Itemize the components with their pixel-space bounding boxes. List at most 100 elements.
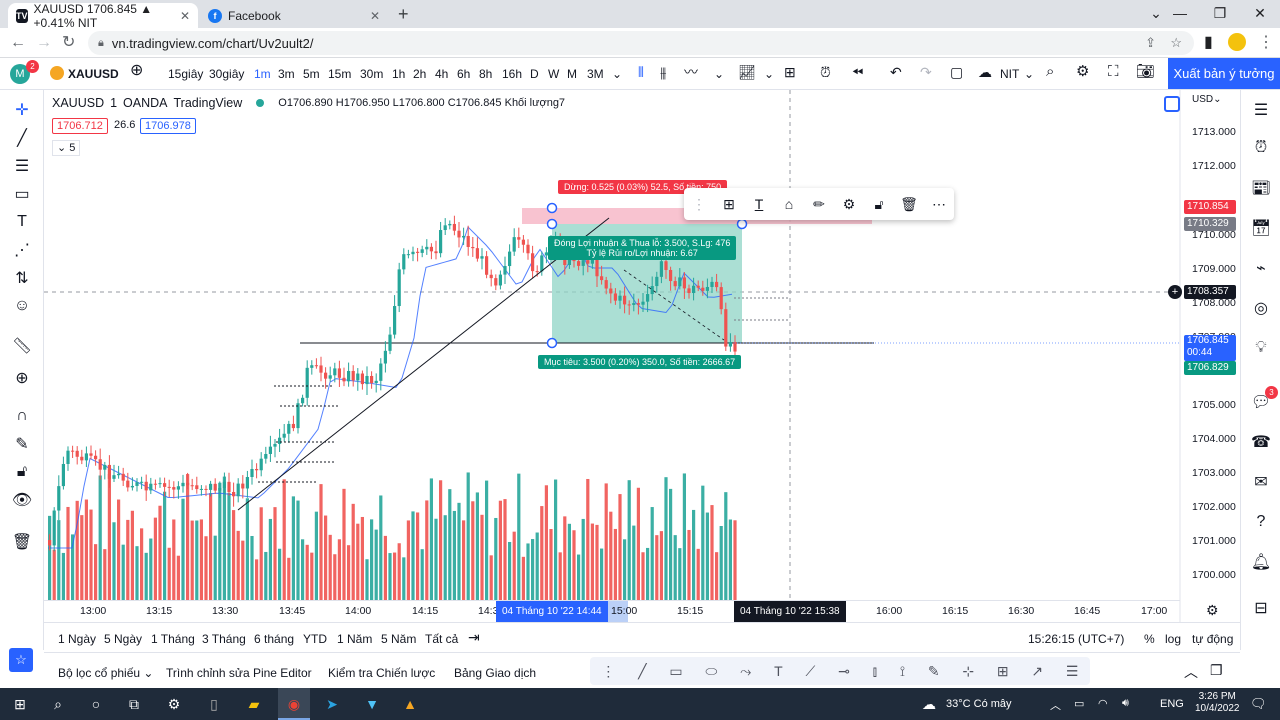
delete-icon[interactable]: 🗑︎ (900, 195, 918, 212)
publish-idea-button[interactable]: Xuất bản ý tưởng (1168, 58, 1280, 89)
interval-15s[interactable]: 15giây (168, 67, 204, 81)
text-tool-icon[interactable]: T (17, 213, 27, 230)
fullscreen-icon[interactable]: ⛶ (1108, 63, 1119, 80)
cloud-icon[interactable]: ☁︎ (978, 64, 992, 80)
brush-icon[interactable]: ✎ (927, 662, 940, 679)
interval-8h[interactable]: 8h (479, 67, 493, 81)
range-all[interactable]: Tất cả (425, 632, 459, 646)
profile-avatar[interactable] (1228, 33, 1246, 51)
streams-icon[interactable]: ☎︎ (1251, 434, 1271, 451)
target-icon[interactable]: ◎ (1254, 300, 1268, 317)
weather-text[interactable]: 33°C Có mây (946, 698, 1012, 710)
add-alert-plus-icon[interactable]: + (1168, 285, 1182, 299)
interval-m[interactable]: M (567, 67, 577, 81)
undo-icon[interactable]: ↶ (890, 64, 902, 80)
log-toggle[interactable]: log (1165, 632, 1182, 646)
compare-add-icon[interactable]: ⊕ (130, 62, 144, 79)
maximize-panel-icon[interactable]: ❐ (1210, 662, 1223, 678)
snapshot-camera-icon[interactable]: 📷︎ (1136, 63, 1156, 80)
interval-1h[interactable]: 1h (392, 67, 406, 81)
fib-icon[interactable]: ☰ (1065, 662, 1079, 679)
bid-price-box[interactable]: 1706.712 (52, 118, 108, 134)
settings-icon[interactable]: ⚙︎ (842, 195, 856, 212)
zoom-in-icon[interactable]: ⊕ (15, 370, 29, 387)
chart-style-dropdown-icon[interactable]: ⌄ (714, 67, 725, 81)
path-icon[interactable]: ⤳ (740, 662, 752, 679)
time-axis[interactable] (44, 600, 1180, 622)
close-tab-icon[interactable]: ✕ (369, 8, 380, 23)
date-range-icon[interactable]: ⟟ (899, 662, 906, 679)
cortana-icon[interactable]: ○ (91, 696, 101, 712)
lock-drawings-icon[interactable]: 🔓︎ (16, 463, 28, 480)
clock-timezone[interactable]: 15:26:15 (UTC+7) (1028, 632, 1125, 646)
tab-stock-screener[interactable]: Bộ lọc cổ phiếu ⌄ (58, 666, 153, 680)
chart-pane[interactable]: XAUUSD 1 OANDA TradingView O1706.890 H17… (44, 90, 1240, 622)
ideas-bulb-icon[interactable]: 💡︎ (1255, 339, 1267, 356)
telegram-icon[interactable]: ➤ (326, 695, 338, 712)
wifi-icon[interactable]: ◠ (1098, 698, 1108, 710)
percent-toggle[interactable]: % (1144, 632, 1155, 646)
magnet-icon[interactable]: ∩ (16, 407, 28, 424)
network-icon[interactable]: ▭ (1074, 698, 1085, 710)
volume-icon[interactable]: 🔊︎ (1122, 697, 1129, 709)
search-icon[interactable]: ⌕ (1046, 63, 1055, 80)
chat-icon[interactable]: 💬︎ (1250, 394, 1272, 411)
range-1y[interactable]: 1 Năm (337, 632, 373, 646)
interval-15m[interactable]: 15m (328, 67, 352, 81)
segment-icon[interactable]: ⟋ (805, 662, 816, 679)
windows-start-icon[interactable]: ⊞ (14, 695, 26, 712)
goto-date-icon[interactable]: ⇥ (468, 629, 480, 645)
range-1m[interactable]: 1 Tháng (151, 632, 195, 646)
bookmark-star-icon[interactable]: ☆ (1170, 35, 1182, 50)
prediction-icon[interactable]: ⇅ (15, 270, 29, 287)
alert-icon[interactable]: ⏰︎ (820, 64, 831, 80)
trendline-icon[interactable]: ╱ (17, 130, 27, 147)
emoji-icon[interactable]: ☺ (13, 297, 31, 314)
interval-d[interactable]: D (530, 67, 539, 81)
crosshair-icon[interactable]: ✛ (15, 102, 29, 119)
redo-icon[interactable]: ↷ (920, 64, 932, 80)
template-icon[interactable]: ⊞ (723, 195, 735, 212)
notification-center-icon[interactable]: 🗨︎ (1250, 696, 1267, 711)
table-icon[interactable]: ⊞ (996, 662, 1009, 679)
trend-icon[interactable]: ╱ (638, 662, 647, 679)
app-arrow-icon[interactable]: ▼ (365, 696, 379, 712)
indicators-icon[interactable]: 📈︎ (738, 64, 756, 80)
range-5d[interactable]: 5 Ngày (104, 632, 143, 646)
interval-30m[interactable]: 30m (360, 67, 384, 81)
chrome-taskbar-active[interactable] (278, 688, 310, 720)
text-icon[interactable]: T (774, 663, 783, 679)
layout-icon[interactable]: ▢ (950, 64, 964, 80)
rectangle-icon[interactable]: ▭ (14, 186, 30, 203)
chrome-icon[interactable]: ◉ (287, 695, 301, 712)
currency-selector[interactable]: USD⌄ (1192, 94, 1222, 105)
range-5y[interactable]: 5 Năm (381, 632, 417, 646)
symbol-search[interactable]: XAUUSD (68, 67, 119, 81)
hide-drawings-eye-icon[interactable]: 👁︎ (11, 492, 33, 509)
tab-trading-panel[interactable]: Bảng Giao dịch (454, 666, 537, 680)
mt-icon[interactable]: ▲ (403, 696, 417, 712)
legend-symbol[interactable]: XAUUSD (52, 96, 105, 110)
minimize-button[interactable]: — (1173, 5, 1187, 21)
measure-icon[interactable]: ⊹ (962, 662, 975, 679)
task-view-icon[interactable]: ⧉ (129, 695, 139, 712)
interval-6h[interactable]: 6h (457, 67, 471, 81)
alerts-clock-icon[interactable]: ⏰︎ (1254, 139, 1268, 156)
fib-retracement-icon[interactable]: ☰ (14, 158, 30, 175)
tab-strategy-tester[interactable]: Kiểm tra Chiến lược (328, 666, 436, 680)
search-icon[interactable]: ⌕ (54, 695, 62, 712)
stay-drawing-icon[interactable]: ✎ (15, 436, 29, 453)
interval-w[interactable]: W (548, 67, 560, 81)
layout-dropdown-icon[interactable]: ⌄ (1024, 67, 1035, 81)
tray-chevron-icon[interactable]: ︿ (1050, 700, 1061, 712)
layout-name[interactable]: NIT (1000, 67, 1020, 81)
rect-icon[interactable]: ▭ (669, 662, 683, 679)
text-color-icon[interactable]: T (754, 196, 764, 212)
app-icon[interactable]: ▯ (210, 695, 218, 712)
interval-2h[interactable]: 2h (413, 67, 427, 81)
tab-facebook[interactable]: f Facebook ✕ (200, 3, 388, 28)
more-icon[interactable]: ⋯ (932, 195, 946, 212)
auto-toggle[interactable]: tự động (1192, 632, 1234, 646)
fill-color-icon[interactable]: ⌂ (784, 196, 794, 212)
settings-icon[interactable]: ⚙︎ (167, 695, 181, 712)
